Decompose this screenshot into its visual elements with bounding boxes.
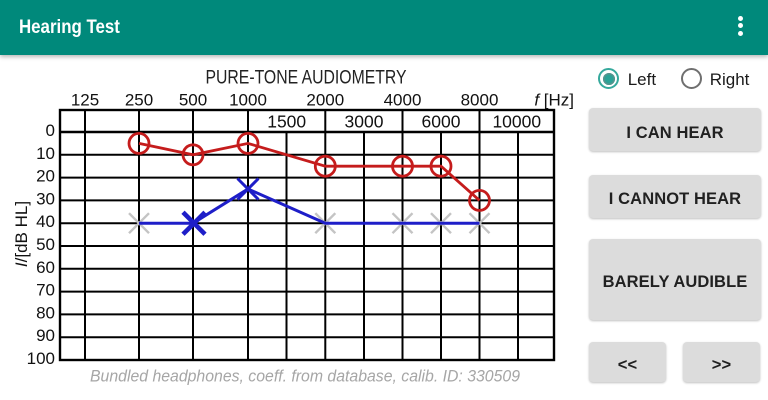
svg-text:1500: 1500 [267,112,306,132]
svg-text:100: 100 [27,349,55,368]
svg-text:4000: 4000 [384,91,422,110]
svg-text:60: 60 [36,258,55,277]
svg-text:PURE-TONE AUDIOMETRY: PURE-TONE AUDIOMETRY [206,67,407,89]
svg-text:50: 50 [36,235,55,254]
svg-text:3000: 3000 [345,112,384,132]
svg-text:80: 80 [36,303,55,322]
svg-text:0: 0 [46,121,55,140]
svg-text:10: 10 [36,144,55,163]
svg-text:125: 125 [71,91,99,110]
svg-text:Bundled headphones, coeff. fro: Bundled headphones, coeff. from database… [90,368,520,386]
svg-text:40: 40 [36,212,55,231]
svg-text:2000: 2000 [306,91,344,110]
svg-text:1000: 1000 [229,91,267,110]
svg-text:I/[dB HL]: I/[dB HL] [12,201,31,267]
svg-text:f [Hz]: f [Hz] [534,91,574,110]
svg-text:30: 30 [36,189,55,208]
svg-text:6000: 6000 [422,112,461,132]
svg-text:70: 70 [36,281,55,300]
svg-text:500: 500 [179,91,207,110]
svg-text:10000: 10000 [492,112,541,132]
svg-text:250: 250 [125,91,153,110]
svg-text:8000: 8000 [461,91,499,110]
svg-text:20: 20 [36,167,55,186]
svg-text:90: 90 [36,326,55,345]
